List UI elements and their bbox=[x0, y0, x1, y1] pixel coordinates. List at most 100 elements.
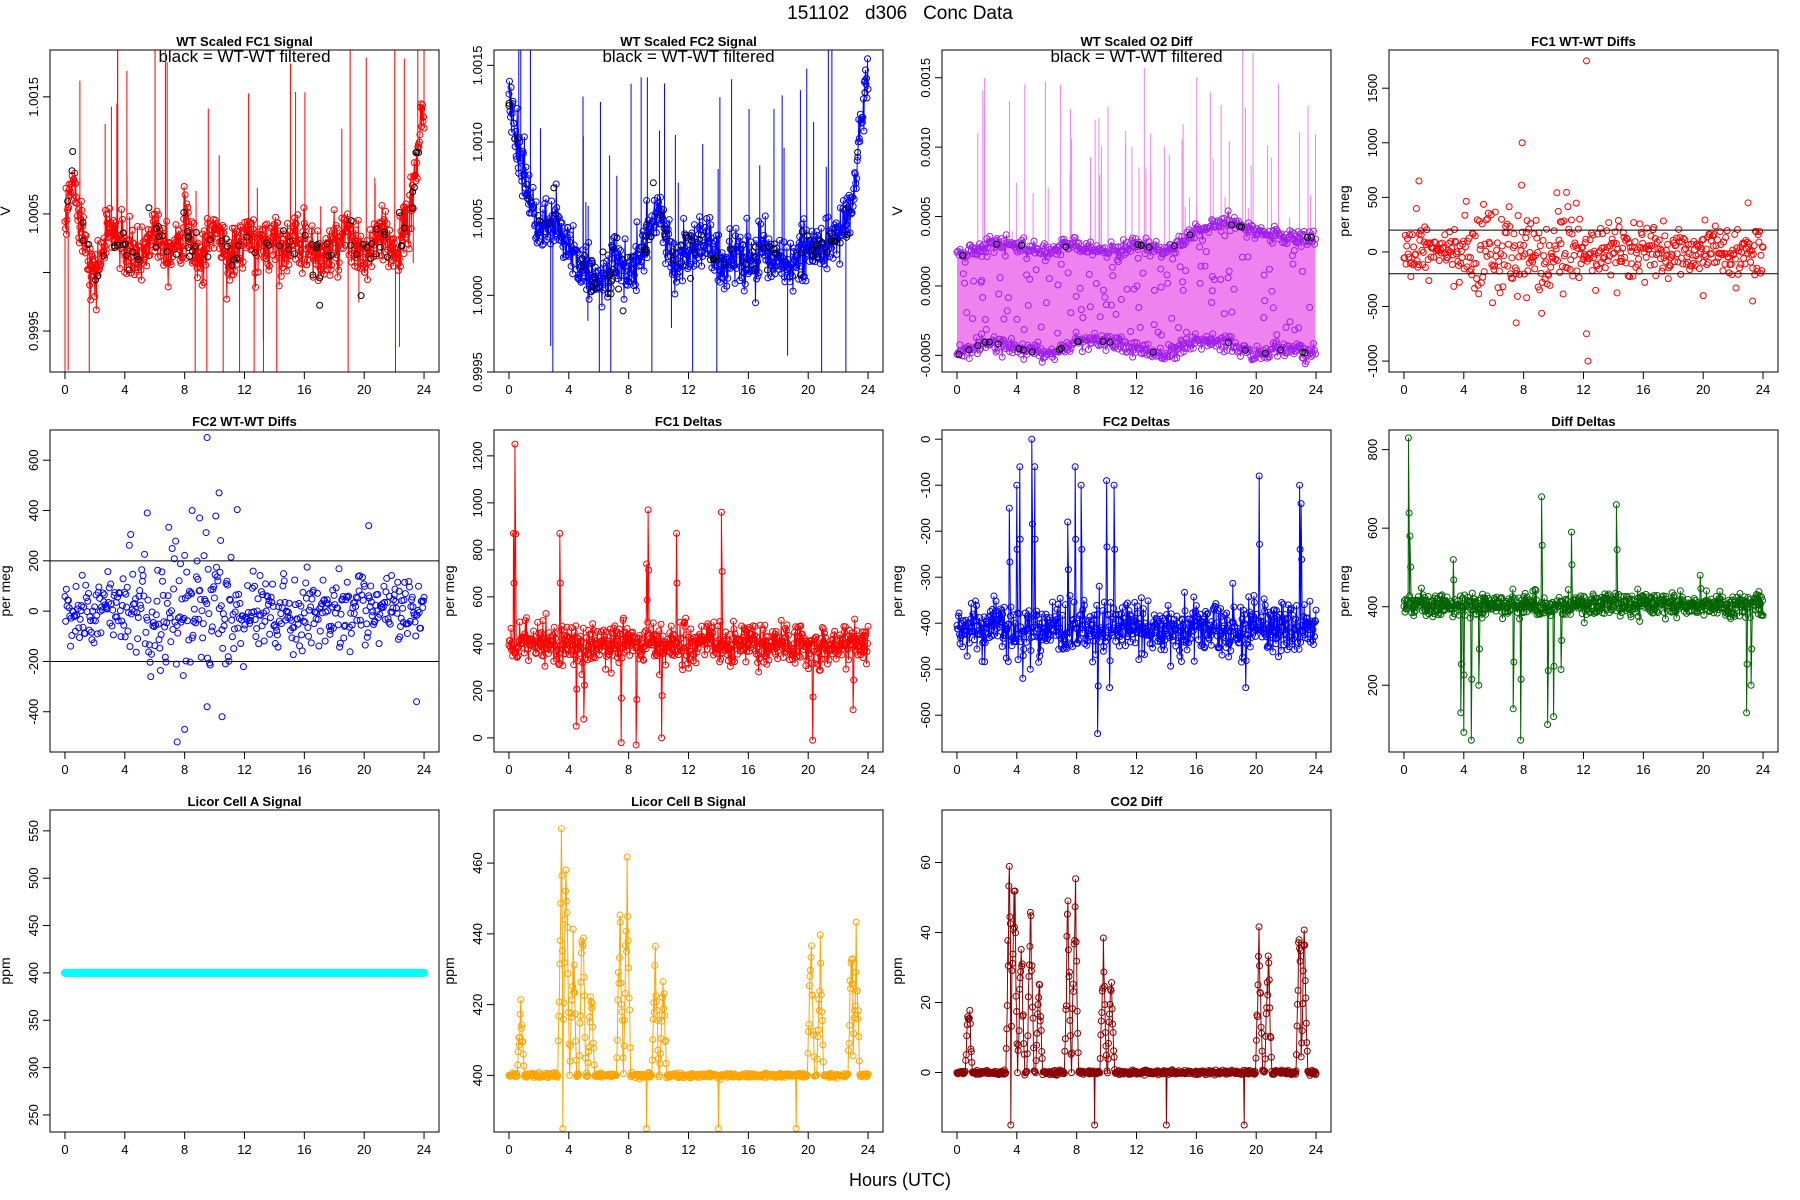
data-point bbox=[334, 621, 342, 629]
data-point bbox=[89, 607, 97, 615]
data-point bbox=[585, 626, 593, 634]
data-point bbox=[541, 200, 549, 208]
data-point bbox=[662, 661, 670, 669]
data-point bbox=[1452, 238, 1460, 246]
data-point bbox=[1114, 258, 1122, 266]
data-point bbox=[578, 277, 586, 285]
data-point bbox=[633, 695, 641, 703]
filtered-point bbox=[398, 242, 406, 250]
data-point bbox=[1624, 272, 1632, 280]
data-point bbox=[1495, 257, 1503, 265]
data-point bbox=[798, 221, 806, 229]
plot-frame bbox=[49, 429, 440, 753]
data-point bbox=[1136, 323, 1144, 331]
data-point bbox=[1117, 296, 1125, 304]
data-point bbox=[93, 630, 101, 638]
data-point bbox=[510, 579, 518, 587]
data-point bbox=[335, 259, 343, 267]
data-point bbox=[107, 600, 115, 608]
data-point bbox=[518, 177, 526, 185]
data-point bbox=[1137, 594, 1145, 602]
data-point bbox=[1000, 315, 1008, 323]
data-point bbox=[1053, 250, 1061, 258]
data-point bbox=[61, 218, 69, 226]
data-point bbox=[264, 593, 272, 601]
data-point bbox=[1024, 301, 1032, 309]
data-point bbox=[863, 647, 871, 655]
filtered-point bbox=[186, 253, 194, 261]
data-point bbox=[802, 277, 810, 285]
data-point bbox=[223, 295, 231, 303]
data-point bbox=[1057, 634, 1065, 642]
data-point bbox=[555, 659, 563, 667]
data-point bbox=[180, 183, 188, 191]
data-point bbox=[971, 612, 979, 620]
data-point bbox=[81, 231, 89, 239]
data-point bbox=[977, 278, 985, 286]
data-point bbox=[715, 231, 723, 239]
data-point bbox=[759, 638, 767, 646]
data-point bbox=[1092, 651, 1100, 659]
data-point bbox=[1201, 262, 1209, 270]
data-point bbox=[345, 592, 353, 600]
data-point bbox=[1551, 242, 1559, 250]
y-tick-label: 0 bbox=[26, 608, 41, 615]
data-point bbox=[800, 272, 808, 280]
data-point bbox=[960, 279, 968, 287]
data-point bbox=[221, 615, 229, 623]
data-point bbox=[183, 568, 191, 576]
data-point bbox=[1268, 239, 1276, 247]
data-point bbox=[664, 225, 672, 233]
x-tick-label: 0 bbox=[1400, 382, 1407, 397]
data-point bbox=[249, 216, 257, 224]
filtered-point bbox=[712, 254, 720, 262]
data-point bbox=[773, 244, 781, 252]
data-point bbox=[647, 626, 655, 634]
data-point bbox=[580, 681, 588, 689]
data-point bbox=[1747, 258, 1755, 266]
data-point bbox=[834, 650, 842, 658]
data-point bbox=[1750, 242, 1758, 250]
y-tick-label: 200 bbox=[470, 680, 485, 702]
data-point bbox=[548, 197, 556, 205]
filtered-point bbox=[1170, 242, 1178, 250]
data-point bbox=[652, 229, 660, 237]
data-point bbox=[991, 616, 999, 624]
outlier-point bbox=[1518, 139, 1526, 147]
data-point bbox=[739, 241, 747, 249]
data-point bbox=[713, 236, 721, 244]
data-point bbox=[1545, 271, 1553, 279]
data-point bbox=[413, 159, 421, 167]
data-point bbox=[418, 105, 426, 113]
data-point bbox=[1170, 345, 1178, 353]
data-point bbox=[1003, 307, 1011, 315]
data-point bbox=[197, 264, 205, 272]
data-point bbox=[1065, 341, 1073, 349]
data-point bbox=[420, 113, 428, 121]
data-point bbox=[554, 212, 562, 220]
filtered-point bbox=[827, 237, 835, 245]
data-point bbox=[304, 632, 312, 640]
data-point bbox=[190, 605, 198, 613]
data-point bbox=[986, 232, 994, 240]
data-point bbox=[106, 205, 114, 213]
data-point bbox=[1542, 225, 1550, 233]
data-point bbox=[399, 604, 407, 612]
data-point bbox=[1008, 349, 1016, 357]
data-point bbox=[91, 603, 99, 611]
data-point bbox=[199, 620, 207, 628]
data-point bbox=[1071, 463, 1079, 471]
data-point bbox=[542, 610, 550, 618]
data-point bbox=[577, 637, 585, 645]
data-point bbox=[1121, 642, 1129, 650]
data-point bbox=[1610, 239, 1618, 247]
data-point bbox=[591, 634, 599, 642]
data-point bbox=[1127, 347, 1135, 355]
x-tick-label: 20 bbox=[357, 382, 371, 397]
data-point bbox=[1082, 623, 1090, 631]
data-point bbox=[92, 306, 100, 314]
filtered-point bbox=[771, 246, 779, 254]
data-point bbox=[390, 235, 398, 243]
data-point bbox=[1648, 242, 1656, 250]
